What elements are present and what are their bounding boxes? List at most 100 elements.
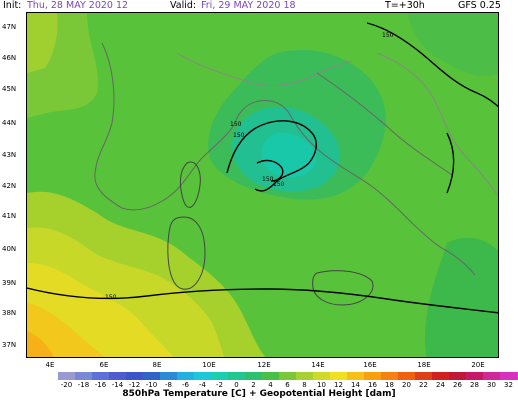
contour-label: 150 [273, 181, 285, 188]
model-name: GFS 0.25 [458, 0, 501, 11]
colorbar-tick: -4 [199, 381, 206, 389]
colorbar-tick: -12 [128, 381, 141, 389]
colorbar-swatch [126, 372, 143, 380]
temperature-colorbar [58, 372, 518, 380]
cold-core-8-10 [261, 132, 317, 178]
colorbar-swatch [415, 372, 432, 380]
colorbar-swatch [500, 372, 517, 380]
colorbar-swatch [449, 372, 466, 380]
lon-label: 10E [202, 361, 216, 369]
valid-label: Valid: [170, 0, 197, 11]
colorbar-ticks: -20 -18 -16 -14 -12 -10 -8 -6 -4 -2 0 2 4 6 8 10 12 14 16 1… [58, 381, 513, 389]
colorbar-tick: 4 [268, 381, 273, 389]
colorbar-swatch [228, 372, 245, 380]
colorbar-swatch [466, 372, 483, 380]
colorbar-swatch [330, 372, 347, 380]
lat-label: 41N [2, 212, 17, 220]
colorbar-tick: 14 [351, 381, 360, 389]
geopotential-contour-low [226, 120, 317, 192]
colorbar-tick: 6 [285, 381, 290, 389]
colorbar-tick: -18 [77, 381, 90, 389]
colorbar-swatch [177, 372, 194, 380]
adriatic-coast [316, 72, 453, 176]
lon-label: 12E [257, 361, 271, 369]
lat-label: 43N [2, 151, 17, 159]
colorbar-tick: -20 [60, 381, 73, 389]
colorbar-tick: 22 [419, 381, 428, 389]
colorbar-swatch [313, 372, 330, 380]
colorbar-title: 850hPa Temperature [C] + Geopotential He… [122, 389, 396, 399]
warm-zone-nw [27, 13, 58, 73]
geopotential-contour-east [446, 132, 455, 194]
colorbar-swatch [92, 372, 109, 380]
colorbar-tick: 10 [317, 381, 326, 389]
colorbar-tick: -6 [182, 381, 189, 389]
lat-label: 46N [2, 54, 17, 62]
colorbar-tick: 12 [334, 381, 343, 389]
lat-label: 44N [2, 119, 17, 127]
lat-label: 45N [2, 85, 17, 93]
colorbar-swatch [483, 372, 500, 380]
corsica-outline [179, 161, 201, 208]
lon-label: 20E [471, 361, 485, 369]
lon-label: 16E [363, 361, 377, 369]
colorbar-swatch [432, 372, 449, 380]
lat-label: 47N [2, 23, 17, 31]
lead-time: T=+30h [385, 0, 425, 11]
colorbar-tick: 16 [368, 381, 377, 389]
lat-label: 39N [2, 279, 17, 287]
colorbar-swatch [58, 372, 75, 380]
temperature-map: 150 150 150 150 150 150 [26, 12, 499, 358]
colorbar-swatch [194, 372, 211, 380]
colorbar-swatch [143, 372, 160, 380]
init-label: Init: [3, 0, 22, 11]
geopotential-contour-south [27, 287, 498, 314]
colorbar-swatch [347, 372, 364, 380]
colorbar-tick: 30 [487, 381, 496, 389]
warm-zone-18-20 [27, 303, 105, 357]
colorbar-tick: -16 [94, 381, 107, 389]
colorbar-tick: 20 [402, 381, 411, 389]
cool-zone-ne [407, 13, 498, 77]
colorbar-swatch [364, 372, 381, 380]
lon-label: 14E [311, 361, 325, 369]
warm-zone-20-22 [27, 331, 54, 357]
colorbar-tick: 24 [436, 381, 445, 389]
contour-label: 150 [382, 32, 394, 39]
geopotential-contour-ne [366, 22, 498, 108]
alpine-border [176, 52, 353, 87]
init-value: Thu, 28 MAY 2020 12 [27, 0, 129, 11]
sicily-outline [312, 270, 374, 306]
geopotential-contour-inner [256, 159, 284, 182]
colorbar-tick: 28 [470, 381, 479, 389]
contour-label: 150 [233, 132, 245, 139]
cool-zone-se [425, 237, 498, 357]
lat-label: 40N [2, 245, 17, 253]
colorbar-swatch [211, 372, 228, 380]
lon-label: 6E [99, 361, 109, 369]
contour-label: 150 [105, 294, 117, 301]
colorbar-swatch [245, 372, 262, 380]
balkan-border [376, 52, 498, 197]
map-header: Init: Thu, 28 MAY 2020 12 Valid: Fri, 29… [0, 0, 518, 12]
colorbar-tick: -2 [216, 381, 223, 389]
lon-label: 4E [45, 361, 55, 369]
colorbar-tick: 18 [385, 381, 394, 389]
sardinia-outline [167, 216, 206, 290]
colorbar-swatch [75, 372, 92, 380]
colorbar-tick: 0 [234, 381, 239, 389]
contour-label: 150 [262, 176, 274, 183]
colorbar-swatch [109, 372, 126, 380]
colorbar-tick: 26 [453, 381, 462, 389]
colorbar-tick: 8 [302, 381, 307, 389]
lat-label: 38N [2, 309, 17, 317]
colorbar-tick: -10 [145, 381, 158, 389]
contour-label: 150 [230, 121, 242, 128]
valid-value: Fri, 29 MAY 2020 18 [201, 0, 296, 11]
colorbar-swatch [279, 372, 296, 380]
lon-label: 8E [152, 361, 162, 369]
colorbar-tick: 2 [251, 381, 256, 389]
colorbar-swatch [262, 372, 279, 380]
lon-label: 18E [417, 361, 431, 369]
colorbar-swatch [160, 372, 177, 380]
